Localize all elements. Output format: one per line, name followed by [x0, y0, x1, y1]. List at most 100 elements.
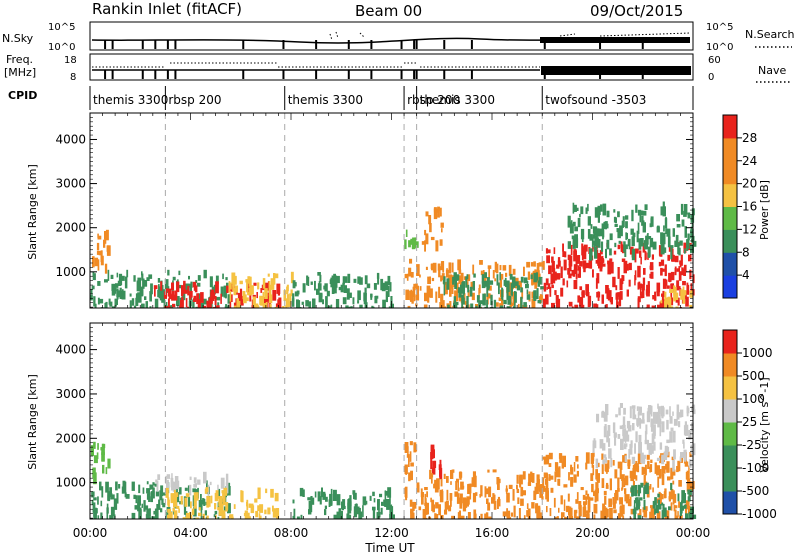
- velocity-cell-4-65: [389, 514, 393, 519]
- velocity-cell-9-9: [636, 406, 639, 412]
- power-cell-8-4: [511, 276, 516, 288]
- power-cell-1-100: [131, 298, 135, 306]
- power-cell-9-256: [619, 279, 623, 291]
- velocity-cell-8-166: [642, 467, 646, 475]
- power-cell-9-30: [626, 289, 629, 297]
- power-cell-7-57: [464, 301, 468, 305]
- velocity-cell-6-6: [439, 459, 442, 469]
- power-cell-4-65: [326, 290, 330, 297]
- velocity-cell-7-75: [465, 503, 468, 508]
- velocity-cell-1-101: [109, 487, 112, 497]
- velocity-cell-7-164: [488, 516, 492, 519]
- velocity-cell-2-23: [165, 475, 167, 484]
- power-cell-10-150: [672, 228, 675, 237]
- power-cell-9-254: [599, 250, 603, 255]
- power-cell-10-17: [594, 207, 599, 218]
- power-cell-8-72: [496, 274, 499, 286]
- power-cell-4-83: [384, 281, 388, 291]
- power-cell-2-60: [164, 306, 169, 308]
- power-cell-9-257: [650, 271, 654, 279]
- velocity-cell-8-108: [594, 489, 599, 502]
- power-cell-2-45: [278, 297, 282, 308]
- velocity-cell-7-32: [510, 512, 513, 517]
- power-cbar-label-2: 12: [742, 222, 757, 236]
- power-cell-10-143: [577, 217, 581, 228]
- velocity-cell-9-90: [640, 452, 644, 464]
- power-cell-9-204: [621, 245, 625, 252]
- velocity-cell-10-51: [630, 487, 633, 492]
- power-cell-8-76: [493, 299, 497, 308]
- power-cell-1-128: [116, 290, 120, 298]
- velocity-cell-3-52: [218, 496, 222, 507]
- velocity-cell-8-51: [573, 510, 577, 518]
- power-cell-1-102: [211, 286, 215, 291]
- power-cell-3-1: [246, 297, 249, 302]
- velocity-cbar-label-1: 500: [742, 369, 765, 383]
- velocity-cell-8-249: [678, 480, 682, 487]
- velocity-cell-9-29: [692, 443, 696, 456]
- velocity-cell-8-79: [543, 485, 546, 492]
- velocity-cell-7-161: [433, 483, 437, 489]
- velocity-cell-7-57: [520, 486, 524, 497]
- velocity-cell-9-130: [638, 442, 642, 454]
- velocity-cell-3-21: [257, 487, 261, 500]
- velocity-cell-8-238: [557, 478, 560, 486]
- power-cell-7-65: [480, 270, 483, 276]
- velocity-cell-8-226: [597, 476, 600, 483]
- power-cell-1-71: [167, 269, 170, 276]
- power-cell-7-67: [460, 272, 464, 278]
- velocity-cell-1-66: [116, 493, 119, 504]
- power-cell-10-92: [621, 220, 624, 228]
- power-cell-1-9: [157, 278, 161, 283]
- velocity-cell-0-5: [107, 458, 111, 469]
- power-cell-10-30: [597, 205, 601, 215]
- power-cell-3-46: [268, 284, 272, 297]
- power-cell-2-29: [193, 295, 197, 300]
- velocity-cbar-label-6: -500: [742, 484, 769, 498]
- power-cell-4-35: [330, 304, 333, 308]
- velocity-cell-3-77: [221, 511, 224, 519]
- velocity-cell-7-29: [449, 493, 453, 501]
- velocity-cell-7-89: [443, 473, 446, 479]
- power-cell-9-106: [681, 267, 684, 276]
- power-cell-4-55: [348, 292, 352, 298]
- velocity-cell-10-19: [635, 507, 639, 511]
- velocity-cell-1-115: [111, 494, 115, 500]
- velocity-cell-3-12: [264, 509, 267, 515]
- velocity-cell-7-122: [434, 513, 437, 519]
- velocity-cell-8-119: [617, 513, 622, 519]
- power-cell-8-71: [506, 306, 511, 308]
- velocity-cell-9-135: [625, 434, 630, 442]
- power-cell-4-7: [372, 306, 375, 308]
- power-cell-3-24: [233, 287, 237, 296]
- power-cell-2-40: [272, 290, 277, 301]
- velocity-cell-3-78: [218, 506, 222, 516]
- power-cell-8-28: [454, 279, 457, 289]
- power-cell-2-68: [181, 297, 184, 303]
- power-cell-1-122: [224, 306, 229, 308]
- power-cell-9-85: [638, 281, 641, 289]
- power-cell-7-35: [533, 261, 536, 267]
- power-cell-8-16: [538, 276, 543, 285]
- velocity-cell-9-97: [623, 407, 626, 415]
- power-cell-1-86: [110, 274, 114, 279]
- nsearch-label: N.Search: [745, 28, 795, 41]
- power-cell-1-115: [197, 282, 201, 287]
- velocity-cell-8-60: [548, 474, 551, 481]
- velocity-cell-10-25: [652, 500, 655, 509]
- velocity-cell-9-147: [657, 414, 661, 423]
- power-cell-9-177: [687, 242, 692, 251]
- station-title: Rankin Inlet (fitACF): [92, 0, 242, 18]
- power-cell-6-2: [437, 206, 440, 218]
- power-cell-1-138: [217, 302, 220, 308]
- velocity-cell-3-7: [195, 492, 199, 501]
- power-cell-7-55: [449, 288, 452, 297]
- power-cell-9-210: [644, 252, 647, 260]
- velocity-cell-2-6: [193, 477, 197, 483]
- power-cell-4-30: [373, 283, 377, 290]
- power-cell-8-24: [503, 299, 507, 305]
- power-cell-2-53: [185, 298, 188, 308]
- power-cell-4-88: [333, 280, 336, 289]
- velocity-cell-1-69: [183, 504, 187, 515]
